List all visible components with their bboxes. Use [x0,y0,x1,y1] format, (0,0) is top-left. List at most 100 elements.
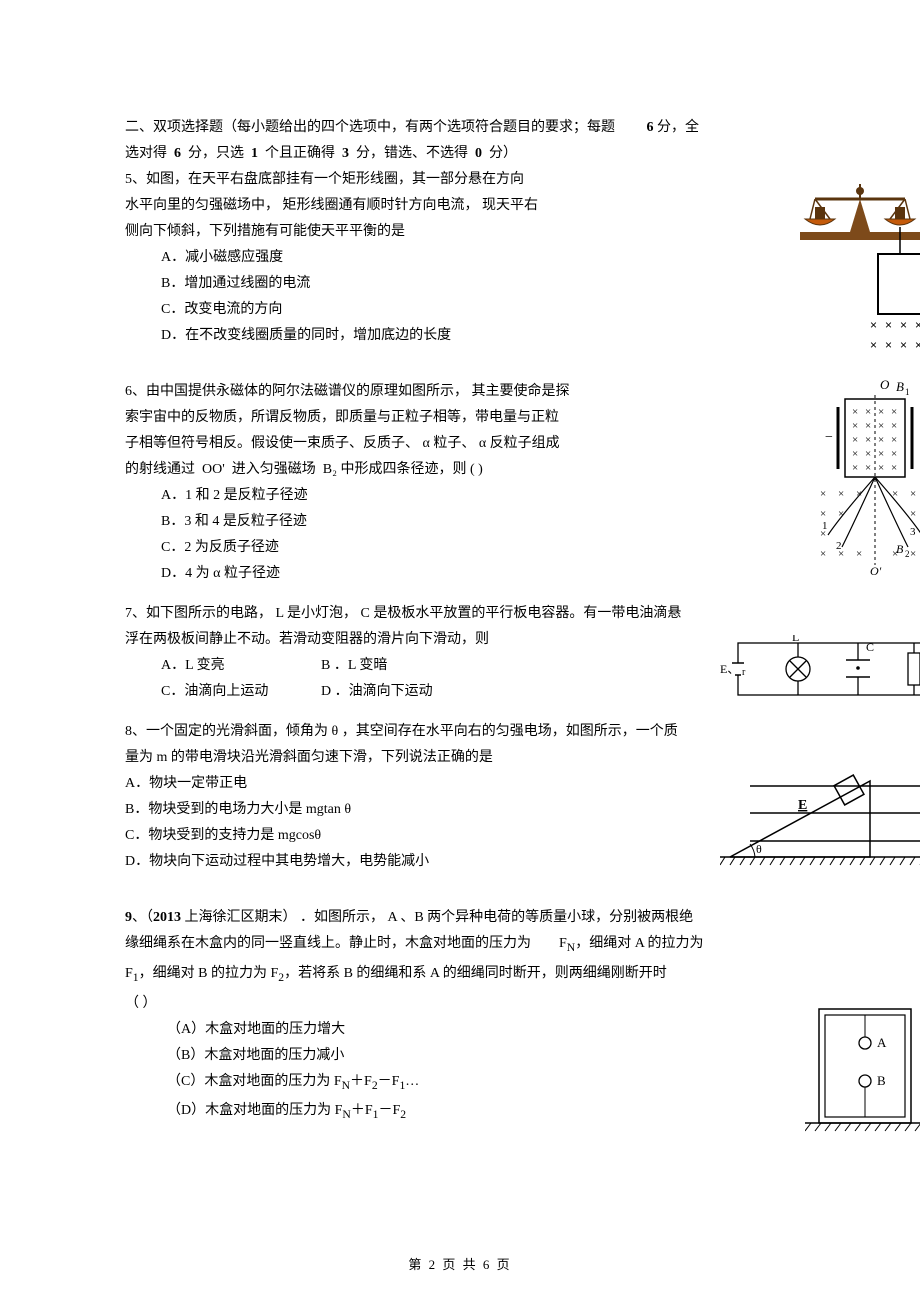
q6-l4: 的射线通过 OO' 进入匀强磁场 B₂ 中形成四条径迹，则 ( ) [125,457,655,483]
q5-l1: 5、如图，在天平右盘底部挂有一个矩形线圈，其一部分悬在方向 [125,167,625,193]
q8-opt-c: C．物块受到的支持力是 mgcosθ [125,823,795,849]
q5-opt-b: B．增加通过线圈的电流 [125,271,625,297]
svg-text:B: B [877,1073,886,1088]
svg-text:×: × [838,488,844,500]
q6-figure: O B1 ×××× ×××× ×××× ×××× ×××× − + [810,377,920,577]
q6-opt-b: B．3 和 4 是反粒子径迹 [125,509,655,535]
svg-text:×: × [870,318,877,332]
svg-text:L: L [792,635,799,644]
svg-text:A: A [877,1035,887,1050]
svg-text:×: × [870,338,877,352]
svg-text:×: × [856,548,862,560]
svg-text:×: × [910,548,916,560]
q7-opt-d: D ．油滴向下运动 [321,679,433,705]
q8-opt-a: A．物块一定带正电 [125,771,795,797]
svg-text:−: − [825,430,833,445]
svg-text:3: 3 [910,526,916,538]
q7-opt-a: A．L 变亮 [161,653,321,679]
svg-text:2: 2 [905,549,910,559]
q9-opt-c: （C）木盒对地面的压力为 FN＋F2－F1… [125,1069,795,1099]
section-title-l2: 选对得 6 分，只选 1 个且正确得 3 分，错选、不选得 0 分） [125,141,795,167]
q8-l1: 8、一个固定的光滑斜面，倾角为 θ ，其空间存在水平向右的匀强电场，如图所示，一… [125,719,795,745]
svg-text:×: × [865,448,871,460]
svg-text:×: × [852,420,858,432]
section-title-right: 分，全 [657,120,699,135]
q6-l3: 子相等但符号相反。假设使一束质子、反质子、 α 粒子、 α 反粒子组成 [125,431,655,457]
svg-text:×: × [891,420,897,432]
svg-text:×: × [891,406,897,418]
q7-opt-c: C．油滴向上运动 [161,679,321,705]
svg-text:×: × [820,488,826,500]
q9-opt-b: （B）木盒对地面的压力减小 [125,1043,795,1069]
svg-text:×: × [820,508,826,520]
svg-text:O: O [880,377,890,392]
q5-figure: ××××× ××××× [790,169,920,359]
svg-text:×: × [915,338,920,352]
q6-opt-a: A．1 和 2 是反粒子径迹 [125,483,655,509]
svg-text:×: × [910,508,916,520]
svg-text:×: × [910,488,916,500]
svg-text:×: × [878,462,884,474]
svg-text:×: × [891,448,897,460]
svg-text:×: × [891,462,897,474]
svg-text:B: B [896,379,904,394]
q5-opt-d: D．在不改变线圈质量的同时，增加底边的长度 [125,323,625,349]
svg-text:×: × [852,406,858,418]
q7-l2: 浮在两极板间静止不动。若滑动变阻器的滑片向下滑动，则 [125,627,795,653]
section-title-left: 二、双项选择题（每小题给出的四个选项中，有两个选项符合题目的要求；每题 [125,120,615,135]
svg-text:×: × [878,406,884,418]
q7-r-label: r [742,667,746,678]
svg-text:×: × [878,434,884,446]
svg-text:1: 1 [822,520,828,532]
svg-text:×: × [878,420,884,432]
svg-text:×: × [900,318,907,332]
question-5: 5、如图，在天平右盘底部挂有一个矩形线圈，其一部分悬在方向 水平向里的匀强磁场中… [125,167,795,349]
svg-text:×: × [915,318,920,332]
svg-text:×: × [820,548,826,560]
q9-l4: （ ） [125,991,795,1017]
q6-l1: 6、由中国提供永磁体的阿尔法磁谱仪的原理如图所示， 其主要使命是探 [125,379,655,405]
q6-l2: 索宇宙中的反物质，所谓反物质，即质量与正粒子相等，带电量与正粒 [125,405,655,431]
q8-figure: E θ [720,771,920,871]
svg-text:×: × [865,406,871,418]
section-title-l1: 二、双项选择题（每小题给出的四个选项中，有两个选项符合题目的要求；每题 6 分，… [125,115,795,141]
svg-text:×: × [865,420,871,432]
svg-text:×: × [852,434,858,446]
svg-text:2: 2 [836,540,842,552]
svg-text:B: B [896,542,904,556]
section-score: 6 [647,120,654,135]
svg-text:×: × [852,462,858,474]
svg-text:×: × [891,434,897,446]
q6-opt-c: C．2 为反质子径迹 [125,535,655,561]
svg-text:×: × [865,434,871,446]
q9-l2: 缘细绳系在木盒内的同一竖直线上。静止时，木盒对地面的压力为 FN，细绳对 A 的… [125,931,795,961]
q9-figure: A B [805,1005,920,1135]
q7-l1: 7、如下图所示的电路， L 是小灯泡， C 是极板水平放置的平行板电容器。有一带… [125,601,795,627]
svg-text:×: × [900,338,907,352]
q5-l3: 侧向下倾斜，下列措施有可能使天平平衡的是 [125,219,625,245]
q7-E-label: E、 [720,662,739,676]
q9-opt-d: （D）木盒对地面的压力为 FN＋F1－F2 [125,1098,795,1128]
q5-l2: 水平向里的匀强磁场中， 矩形线圈通有顺时针方向电流， 现天平右 [125,193,625,219]
svg-text:C: C [866,640,874,654]
svg-text:O': O' [870,564,882,577]
q6-opt-d: D．4 为 α 粒子径迹 [125,561,655,587]
svg-text:×: × [885,338,892,352]
question-7: 7、如下图所示的电路， L 是小灯泡， C 是极板水平放置的平行板电容器。有一带… [125,601,795,705]
question-8: 8、一个固定的光滑斜面，倾角为 θ ，其空间存在水平向右的匀强电场，如图所示，一… [125,719,795,875]
svg-text:×: × [885,318,892,332]
svg-text:×: × [852,448,858,460]
q5-opt-a: A．减小磁感应强度 [125,245,625,271]
svg-text:×: × [865,462,871,474]
question-9: 9、（2013 上海徐汇区期末） ．如图所示， A 、B 两个异种电荷的等质量小… [125,905,795,1128]
q8-opt-b: B．物块受到的电场力大小是 mgtan θ [125,797,795,823]
q5-opt-c: C．改变电流的方向 [125,297,625,323]
q9-l1: 9、（2013 上海徐汇区期末） ．如图所示， A 、B 两个异种电荷的等质量小… [125,905,795,931]
svg-text:1: 1 [905,387,910,397]
q7-figure: E、 r L C [720,635,920,705]
q9-l3: F1，细绳对 B 的拉力为 F2，若将系 B 的细绳和系 A 的细绳同时断开，则… [125,961,795,991]
page-footer: 第 2 页 共 6 页 [0,1254,920,1273]
question-6: 6、由中国提供永磁体的阿尔法磁谱仪的原理如图所示， 其主要使命是探 索宇宙中的反… [125,379,795,587]
svg-text:E: E [798,798,807,813]
svg-text:×: × [878,448,884,460]
